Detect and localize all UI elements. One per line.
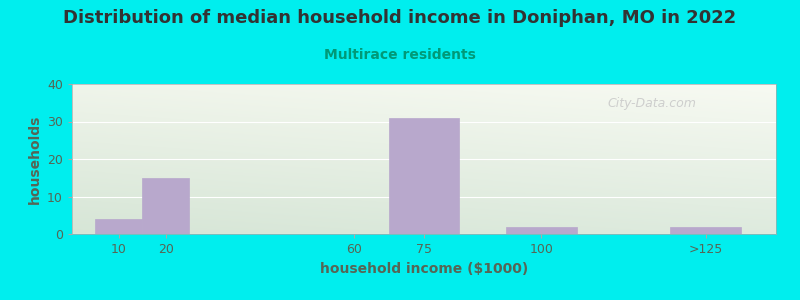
- Bar: [142, 178, 190, 234]
- X-axis label: household income ($1000): household income ($1000): [320, 262, 528, 276]
- Text: City-Data.com: City-Data.com: [607, 97, 696, 110]
- Bar: [389, 118, 459, 234]
- Bar: [506, 226, 577, 234]
- Y-axis label: households: households: [27, 114, 42, 204]
- Text: Multirace residents: Multirace residents: [324, 48, 476, 62]
- Bar: [670, 226, 741, 234]
- Text: Distribution of median household income in Doniphan, MO in 2022: Distribution of median household income …: [63, 9, 737, 27]
- Bar: [95, 219, 142, 234]
